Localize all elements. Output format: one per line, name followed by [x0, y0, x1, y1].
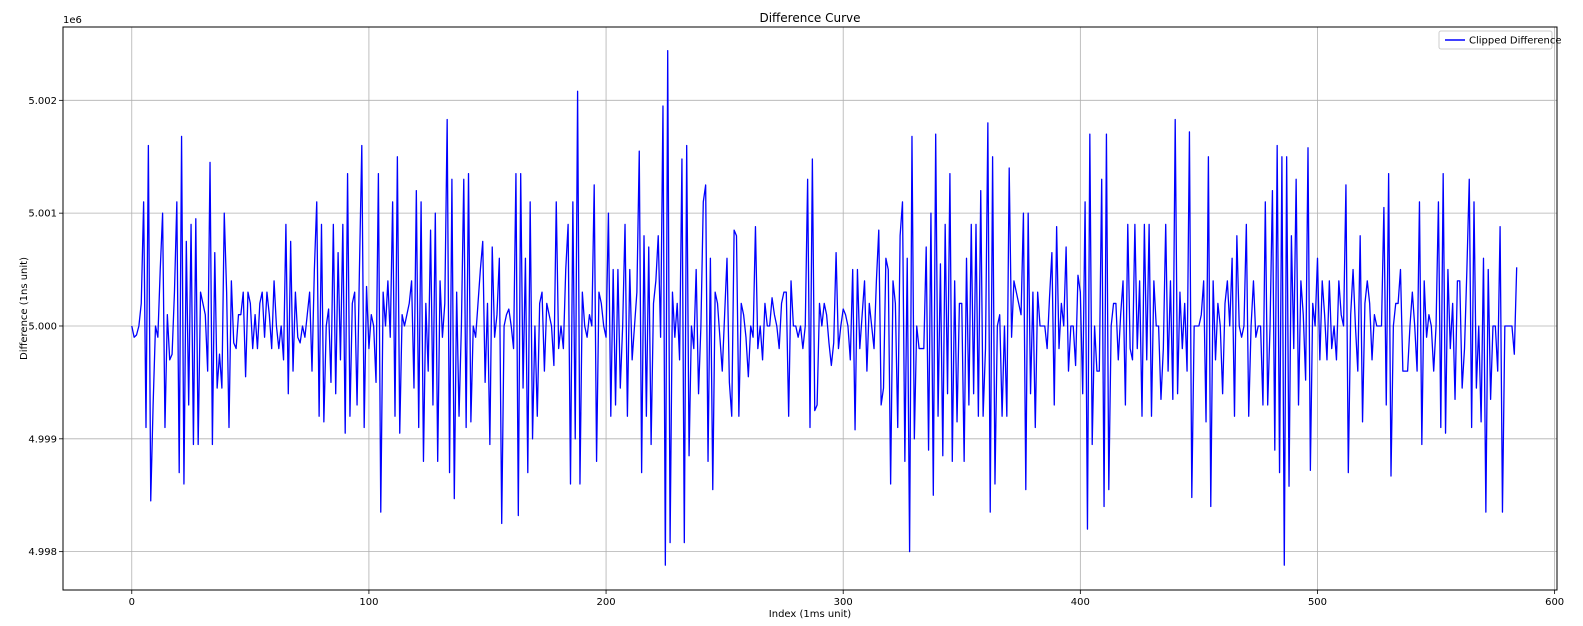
x-tick-label: 0 [129, 597, 135, 608]
x-tick-label: 400 [1071, 597, 1090, 608]
x-tick-label: 500 [1308, 597, 1327, 608]
x-tick-label: 200 [597, 597, 616, 608]
y-tick-label: 4.999 [28, 434, 57, 445]
x-tick-label: 300 [834, 597, 853, 608]
x-axis-label: Index (1ms unit) [769, 609, 851, 620]
legend-label: Clipped Difference [1469, 36, 1561, 47]
y-axis-label: Difference (1ns unit) [19, 257, 30, 360]
x-tick-label: 100 [359, 597, 378, 608]
axes-frame [62, 26, 1558, 591]
y-tick-label: 4.998 [28, 547, 57, 558]
y-axis-ticks: 4.998 4.999 5.000 5.001 5.002 [28, 96, 63, 558]
y-tick-label: 5.002 [28, 96, 57, 107]
y-tick-label: 5.000 [28, 321, 57, 332]
series-line-group [131, 50, 1518, 566]
chart-title: Difference Curve [759, 11, 860, 25]
x-tick-label: 600 [1545, 597, 1564, 608]
legend: Clipped Difference [1438, 30, 1561, 50]
x-axis-ticks: 0 100 200 300 400 500 600 [129, 590, 1564, 608]
y-tick-label: 5.001 [28, 209, 57, 220]
legend-box [1438, 30, 1553, 50]
y-axis-offset-label: 1e6 [63, 15, 82, 26]
series-line-clipped-difference [131, 50, 1518, 566]
